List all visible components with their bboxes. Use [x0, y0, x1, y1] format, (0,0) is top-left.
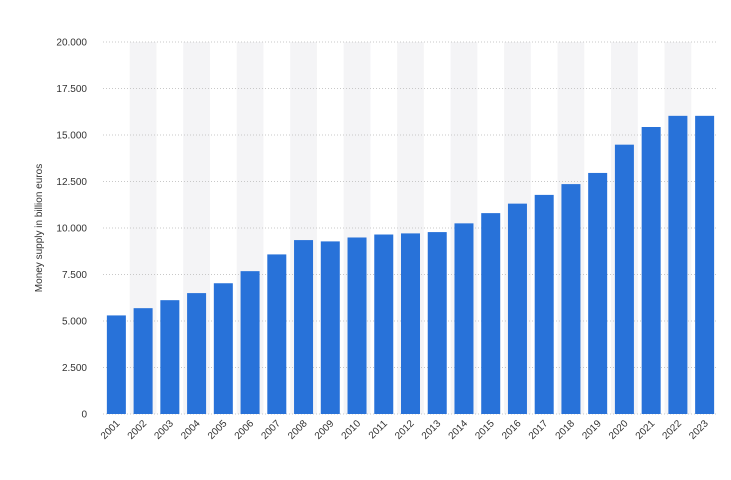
x-tick-label: 2013	[420, 418, 444, 442]
y-tick-label: 17.500	[56, 84, 87, 95]
x-tick-label: 2019	[580, 418, 604, 442]
y-tick-label: 7.500	[62, 270, 87, 281]
y-tick-label: 5.000	[62, 317, 87, 328]
x-tick-label: 2009	[313, 418, 337, 442]
x-tick-label: 2007	[259, 418, 283, 442]
x-tick-label: 2015	[473, 418, 497, 442]
bar-2022[interactable]	[668, 115, 688, 414]
bar-2013[interactable]	[427, 232, 447, 414]
bar-2020[interactable]	[614, 144, 634, 414]
x-tick-label: 2011	[367, 418, 390, 441]
bar-2017[interactable]	[534, 194, 554, 414]
x-tick-label: 2020	[607, 418, 631, 442]
bar-2012[interactable]	[401, 233, 420, 414]
bars	[106, 115, 715, 414]
x-tick-label: 2018	[554, 418, 578, 442]
y-tick-label: 0	[81, 410, 87, 421]
x-tick-labels: 2001 2002 2003 2004 2005 2006 2007 2008 2009 2010…	[99, 418, 711, 442]
bar-2018[interactable]	[561, 184, 581, 414]
bar-2008[interactable]	[294, 240, 314, 414]
y-axis-title: Money supply in billion euros	[34, 164, 45, 292]
x-tick-label: 2002	[126, 418, 150, 442]
y-tick-label: 15.000	[56, 131, 87, 142]
x-tick-label: 2021	[634, 418, 658, 442]
x-tick-label: 2008	[286, 418, 310, 442]
y-tick-label: 10.000	[56, 224, 87, 235]
x-tick-label: 2010	[340, 418, 364, 442]
bar-2006[interactable]	[240, 271, 260, 414]
bar-2007[interactable]	[267, 254, 287, 414]
bar-2015[interactable]	[481, 213, 501, 414]
bar-2001[interactable]	[106, 315, 126, 414]
bar-2005[interactable]	[213, 283, 233, 414]
bar-2023[interactable]	[695, 115, 715, 414]
x-tick-label: 2023	[687, 418, 711, 442]
bar-2011[interactable]	[374, 234, 394, 414]
bar-2019[interactable]	[588, 172, 608, 414]
x-tick-label: 2012	[393, 418, 417, 442]
bar-2010[interactable]	[347, 237, 367, 414]
y-tick-label: 20.000	[56, 38, 87, 49]
x-tick-label: 2004	[179, 418, 203, 442]
bar-2021[interactable]	[641, 127, 661, 414]
bar-2004[interactable]	[187, 293, 207, 414]
bar-2014[interactable]	[454, 223, 474, 414]
x-tick-label: 2006	[233, 418, 257, 442]
x-tick-label: 2016	[500, 418, 524, 442]
bar-2002[interactable]	[133, 308, 153, 414]
x-tick-label: 2017	[527, 418, 551, 442]
bar-2016[interactable]	[507, 203, 527, 414]
bar-2009[interactable]	[320, 241, 340, 414]
x-tick-label: 2001	[99, 418, 123, 442]
x-tick-label: 2003	[152, 418, 176, 442]
x-tick-label: 2022	[661, 418, 685, 442]
bar-2003[interactable]	[160, 300, 180, 414]
x-tick-label: 2014	[447, 418, 471, 442]
y-tick-labels: 0 2.500 5.000 7.500 10.000 12.500 15.000 17.500…	[56, 38, 87, 421]
x-tick-label: 2005	[206, 418, 230, 442]
y-tick-label: 2.500	[62, 363, 87, 374]
y-tick-label: 12.500	[56, 177, 87, 188]
